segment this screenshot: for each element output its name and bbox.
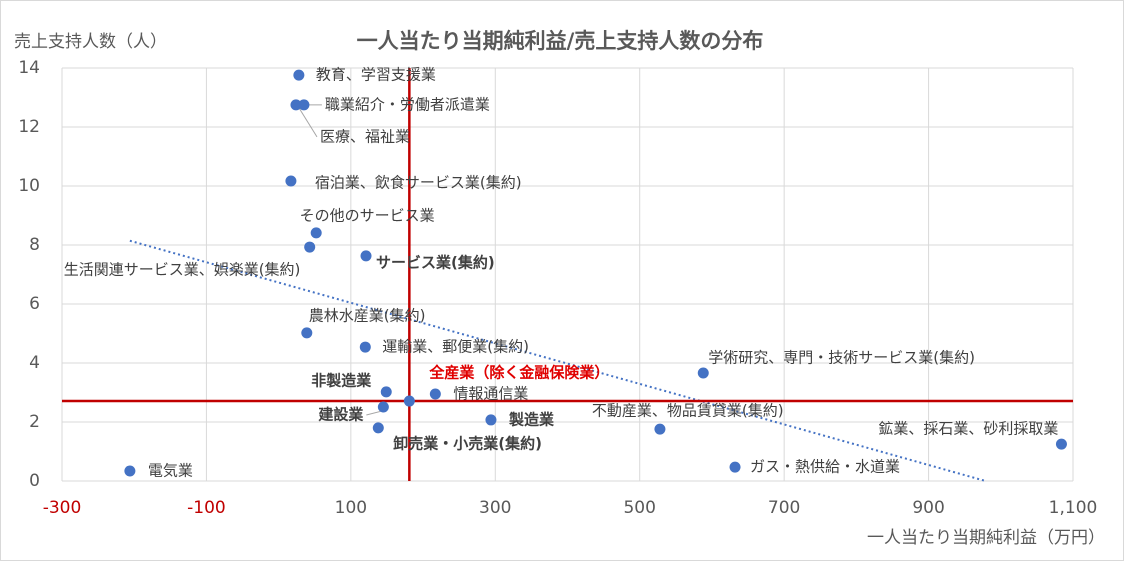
x-tick-label: -100 xyxy=(187,498,226,518)
point-label: 電気業 xyxy=(148,461,193,479)
y-tick-label: 2 xyxy=(29,412,40,432)
point-label: 宿泊業、飲食サービス業(集約) xyxy=(315,173,522,191)
chart-title: 一人当たり当期純利益/売上支持人数の分布 xyxy=(357,29,764,53)
point-label: 運輸業、郵便業(集約) xyxy=(382,338,529,356)
point xyxy=(429,388,441,400)
point xyxy=(380,386,392,398)
y-tick-label: 0 xyxy=(29,471,40,491)
x-tick-label: 900 xyxy=(912,498,944,518)
point-label: 全産業（除く金融保険業） xyxy=(428,364,609,382)
point xyxy=(301,327,313,339)
point xyxy=(124,465,136,477)
point-label: 学術研究、専門・技術サービス業(集約) xyxy=(708,349,975,367)
trend-line xyxy=(129,239,986,482)
y-axis-title: 売上支持人数（人） xyxy=(14,32,167,52)
x-tick-label: 500 xyxy=(623,498,655,518)
point xyxy=(1055,438,1067,450)
x-axis-title: 一人当たり当期純利益（万円） xyxy=(867,528,1105,548)
y-tick-label: 6 xyxy=(29,294,40,314)
point-label: 不動産業、物品賃貸業(集約) xyxy=(592,402,784,420)
point-label: その他のサービス業 xyxy=(300,206,435,224)
point xyxy=(485,414,497,426)
x-tick-label: 1,100 xyxy=(1049,498,1098,518)
point-label: 生活関連サービス業、娯楽業(集約) xyxy=(64,261,301,279)
point-label: 建設業 xyxy=(318,405,364,423)
x-tick-label: 700 xyxy=(768,498,800,518)
point xyxy=(285,175,297,187)
y-tick-label: 4 xyxy=(29,353,40,373)
point xyxy=(359,341,371,353)
y-tick-label: 10 xyxy=(18,176,40,196)
point xyxy=(360,250,372,262)
point-label: 医療、福祉業 xyxy=(320,127,410,145)
point-label: 情報通信業 xyxy=(453,384,528,402)
y-tick-label: 8 xyxy=(29,235,40,255)
point xyxy=(310,227,322,239)
leader-line xyxy=(298,107,318,138)
point-label: 職業紹介・労働者派遣業 xyxy=(325,95,490,113)
point-label: 農林水産業(集約) xyxy=(309,306,426,324)
point xyxy=(372,422,384,434)
point-label: サービス業(集約) xyxy=(376,253,495,271)
point xyxy=(654,423,666,435)
point xyxy=(729,461,741,473)
point-label: ガス・熱供給・水道業 xyxy=(750,458,900,476)
point-label: 製造業 xyxy=(508,410,555,428)
x-tick-label: 300 xyxy=(479,498,511,518)
point xyxy=(403,395,415,407)
point-label: 非製造業 xyxy=(311,371,372,389)
point-label: 教育、学習支援業 xyxy=(316,66,436,84)
point-label: 卸売業・小売業(集約) xyxy=(393,434,542,452)
point xyxy=(304,241,316,253)
x-tick-label: -300 xyxy=(43,498,82,518)
point xyxy=(377,401,389,413)
point xyxy=(290,99,302,111)
x-tick-label: 100 xyxy=(335,498,367,518)
point xyxy=(293,69,305,81)
point xyxy=(298,99,310,111)
y-tick-label: 12 xyxy=(18,117,40,137)
point xyxy=(697,367,709,379)
y-tick-label: 14 xyxy=(18,58,40,78)
point-label: 鉱業、採石業、砂利採取業 xyxy=(878,420,1058,438)
